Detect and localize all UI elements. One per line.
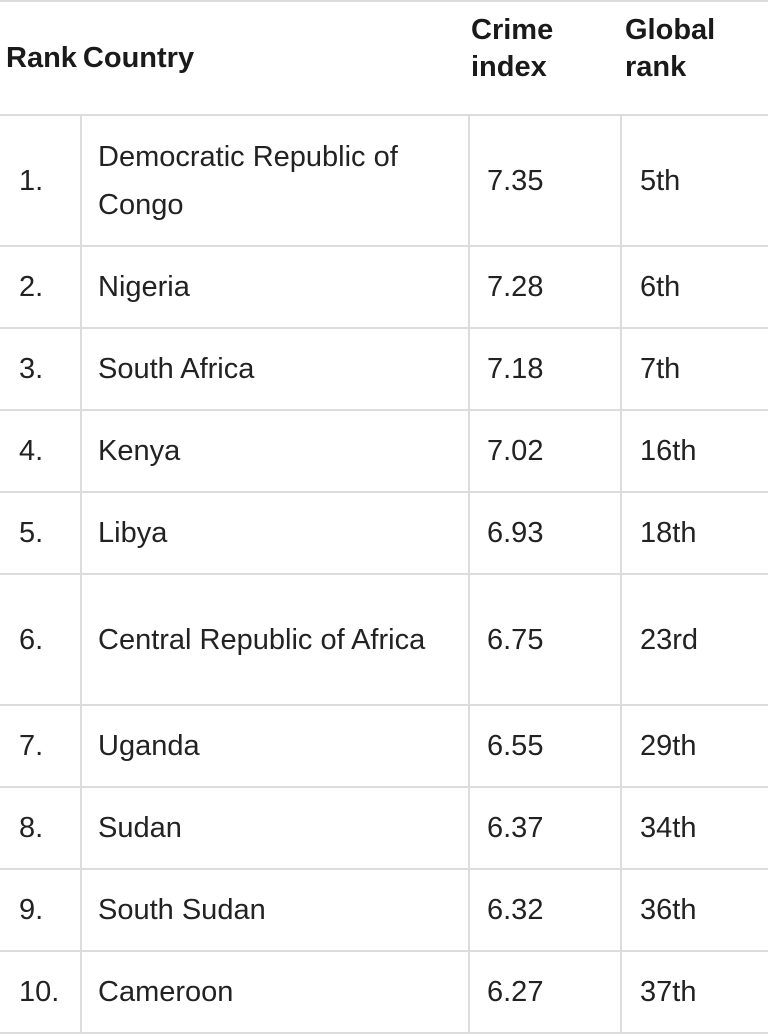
- country-cell: Cameroon: [81, 951, 470, 1034]
- global-rank-cell: 23rd: [621, 574, 768, 706]
- global-rank-cell: 29th: [621, 705, 768, 788]
- crime-index-cell: 6.93: [469, 492, 622, 575]
- crime-index-cell: 6.32: [469, 869, 622, 952]
- table-row: 5. Libya 6.93 18th: [0, 492, 768, 575]
- global-rank-cell: 16th: [621, 410, 768, 493]
- crime-index-cell: 7.35: [469, 115, 622, 247]
- header-global-rank-line2: rank: [625, 51, 687, 83]
- header-crime-index: Crime index: [469, 0, 621, 116]
- country-cell: South Africa: [81, 328, 470, 411]
- rank-cell: 1.: [0, 115, 82, 247]
- country-cell: Uganda: [81, 705, 470, 788]
- rank-cell: 3.: [0, 328, 82, 411]
- country-cell: Kenya: [81, 410, 470, 493]
- header-country: Country: [82, 41, 195, 74]
- crime-index-cell: 6.55: [469, 705, 622, 788]
- rank-cell: 4.: [0, 410, 82, 493]
- table-row: 1. Democratic Republic of Congo 7.35 5th: [0, 115, 768, 247]
- header-row: Rank Country Crime index Global rank: [0, 0, 768, 116]
- country-cell: Central Republic of Africa: [81, 574, 470, 706]
- table-row: 7. Uganda 6.55 29th: [0, 705, 768, 788]
- header-rank: Rank: [6, 41, 77, 74]
- crime-index-cell: 6.37: [469, 787, 622, 870]
- country-cell: South Sudan: [81, 869, 470, 952]
- rank-cell: 7.: [0, 705, 82, 788]
- header-crime-index-line1: Crime: [471, 14, 554, 46]
- table-row: 8. Sudan 6.37 34th: [0, 787, 768, 870]
- crime-index-cell: 7.28: [469, 246, 622, 329]
- table-row: 6. Central Republic of Africa 6.75 23rd: [0, 574, 768, 706]
- country-cell: Democratic Republic of Congo: [81, 115, 470, 247]
- global-rank-cell: 37th: [621, 951, 768, 1034]
- crime-index-cell: 7.18: [469, 328, 622, 411]
- table-row: 4. Kenya 7.02 16th: [0, 410, 768, 493]
- rank-cell: 6.: [0, 574, 82, 706]
- header-crime-index-line2: index: [471, 51, 547, 83]
- header-rank-country: Rank Country: [0, 0, 469, 116]
- global-rank-cell: 36th: [621, 869, 768, 952]
- table-row: 3. South Africa 7.18 7th: [0, 328, 768, 411]
- country-cell: Libya: [81, 492, 470, 575]
- global-rank-cell: 5th: [621, 115, 768, 247]
- crime-index-cell: 6.75: [469, 574, 622, 706]
- global-rank-cell: 18th: [621, 492, 768, 575]
- crime-index-cell: 7.02: [469, 410, 622, 493]
- crime-index-cell: 6.27: [469, 951, 622, 1034]
- header-global-rank-line1: Global: [625, 14, 716, 46]
- global-rank-cell: 34th: [621, 787, 768, 870]
- global-rank-cell: 6th: [621, 246, 768, 329]
- rank-cell: 8.: [0, 787, 82, 870]
- table-header: Rank Country Crime index Global rank: [0, 0, 768, 116]
- table-row: 9. South Sudan 6.32 36th: [0, 869, 768, 952]
- global-rank-cell: 7th: [621, 328, 768, 411]
- table-body: 1. Democratic Republic of Congo 7.35 5th…: [0, 115, 768, 1034]
- rank-cell: 5.: [0, 492, 82, 575]
- rank-cell: 10.: [0, 951, 82, 1034]
- rank-cell: 2.: [0, 246, 82, 329]
- header-global-rank: Global rank: [621, 0, 768, 116]
- table-row: 2. Nigeria 7.28 6th: [0, 246, 768, 329]
- table-row: 10. Cameroon 6.27 37th: [0, 951, 768, 1034]
- country-cell: Nigeria: [81, 246, 470, 329]
- rank-cell: 9.: [0, 869, 82, 952]
- country-cell: Sudan: [81, 787, 470, 870]
